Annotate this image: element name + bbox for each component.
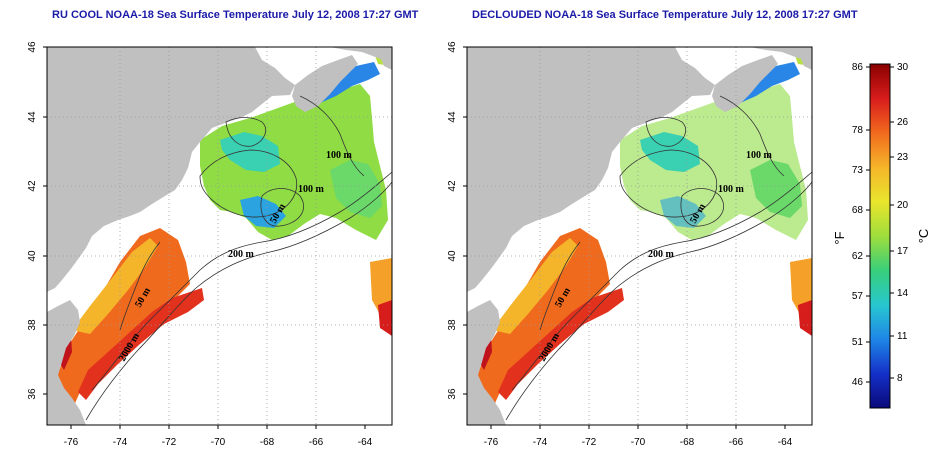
longitude-tick-label: -74 bbox=[113, 437, 128, 448]
contour-depth-label: 200 m bbox=[648, 249, 675, 260]
right-panel-title: DECLOUDED NOAA-18 Sea Surface Temperatur… bbox=[472, 9, 858, 21]
bathymetry-contour bbox=[119, 241, 161, 331]
sst-data-patch bbox=[498, 288, 624, 400]
celsius-tick-label: 26 bbox=[897, 117, 909, 128]
map-frame bbox=[466, 46, 813, 426]
sst-data-patch bbox=[240, 196, 286, 228]
longitude-tick-label: -66 bbox=[729, 437, 744, 448]
sst-data-patch bbox=[750, 160, 802, 218]
land-area bbox=[378, 50, 392, 70]
latitude-tick-label: 40 bbox=[27, 250, 38, 262]
sst-data-patch bbox=[640, 132, 700, 172]
bathymetry-contour bbox=[539, 241, 581, 331]
fahrenheit-tick-label: 51 bbox=[852, 337, 864, 348]
latitude-tick-label: 38 bbox=[27, 319, 38, 331]
celsius-tick-label: 23 bbox=[897, 152, 909, 163]
latitude-tick-label: 36 bbox=[447, 388, 458, 400]
fahrenheit-tick-label: 73 bbox=[852, 165, 864, 176]
celsius-tick-label: 30 bbox=[897, 62, 909, 73]
celsius-tick-label: 11 bbox=[897, 331, 908, 342]
longitude-tick-label: -72 bbox=[162, 437, 177, 448]
latitude-tick-label: 42 bbox=[447, 180, 458, 192]
sst-data-patch bbox=[378, 300, 392, 336]
land-area bbox=[47, 300, 86, 425]
land-area bbox=[47, 47, 295, 292]
longitude-tick-label: -66 bbox=[309, 437, 324, 448]
latitude-tick-label: 38 bbox=[447, 319, 458, 331]
longitude-tick-label: -64 bbox=[358, 437, 373, 448]
land-area bbox=[330, 47, 392, 62]
contour-depth-label: 100 m bbox=[746, 150, 773, 161]
map-frame bbox=[46, 46, 393, 426]
celsius-tick-label: 14 bbox=[897, 288, 909, 299]
longitude-tick-label: -76 bbox=[484, 437, 499, 448]
contour-depth-label: 100 m bbox=[326, 150, 353, 161]
bathymetry-contour bbox=[260, 188, 305, 227]
sst-data-patch bbox=[492, 238, 578, 334]
bathymetry-contour bbox=[225, 117, 266, 147]
longitude-tick-label: -68 bbox=[680, 437, 695, 448]
bathymetry-contour bbox=[199, 149, 298, 218]
longitude-tick-label: -72 bbox=[582, 437, 597, 448]
bathymetry-contour bbox=[680, 188, 725, 227]
fahrenheit-tick-label: 68 bbox=[852, 205, 864, 216]
latitude-tick-label: 44 bbox=[27, 111, 38, 123]
bathymetry-contour bbox=[299, 95, 365, 177]
celsius-label: °C bbox=[916, 229, 931, 244]
land-area bbox=[750, 47, 812, 62]
fahrenheit-tick-label: 86 bbox=[852, 62, 864, 73]
latitude-tick-label: 42 bbox=[27, 180, 38, 192]
colorbar-gradient bbox=[869, 63, 891, 409]
longitude-tick-label: -76 bbox=[64, 437, 79, 448]
latitude-tick-label: 36 bbox=[27, 388, 38, 400]
bathymetry-contour bbox=[511, 171, 812, 391]
longitude-tick-label: -64 bbox=[778, 437, 793, 448]
bathymetry-contour bbox=[91, 171, 392, 391]
latitude-tick-label: 40 bbox=[447, 250, 458, 262]
fahrenheit-tick-label: 62 bbox=[852, 251, 864, 262]
sst-data-patch bbox=[330, 160, 382, 218]
sst-data-patch bbox=[72, 238, 158, 334]
fahrenheit-tick-label: 46 bbox=[852, 377, 864, 388]
bathymetry-contour bbox=[619, 149, 718, 218]
left-panel-title: RU COOL NOAA-18 Sea Surface Temperature … bbox=[52, 9, 419, 21]
latitude-tick-label: 44 bbox=[447, 111, 458, 123]
celsius-tick-label: 8 bbox=[897, 373, 903, 384]
land-area bbox=[292, 55, 358, 112]
bathymetry-contour bbox=[505, 181, 812, 421]
bathymetry-contour bbox=[85, 181, 392, 421]
sst-data-patch bbox=[78, 288, 204, 400]
contour-depth-label: 200 m bbox=[228, 249, 255, 260]
land-area bbox=[712, 55, 778, 112]
latitude-tick-label: 46 bbox=[447, 41, 458, 53]
land-area bbox=[798, 50, 812, 70]
longitude-tick-label: -68 bbox=[260, 437, 275, 448]
sst-data-patch bbox=[660, 196, 706, 228]
longitude-tick-label: -74 bbox=[533, 437, 548, 448]
latitude-tick-label: 46 bbox=[27, 41, 38, 53]
longitude-tick-label: -70 bbox=[631, 437, 646, 448]
fahrenheit-label: °F bbox=[832, 231, 847, 244]
land-area bbox=[467, 47, 715, 292]
bathymetry-contour bbox=[719, 95, 785, 177]
longitude-tick-label: -70 bbox=[211, 437, 226, 448]
contour-depth-label: 100 m bbox=[298, 184, 325, 195]
contour-depth-label: 100 m bbox=[718, 184, 745, 195]
fahrenheit-tick-label: 78 bbox=[852, 125, 864, 136]
temperature-colorbar: °F °C 86 78 73 68 62 57 51 46 30 26 23 20 17 14 11 8 bbox=[832, 62, 931, 409]
celsius-tick-label: 20 bbox=[897, 200, 909, 211]
bathymetry-contour bbox=[645, 117, 686, 147]
land-area bbox=[467, 300, 506, 425]
sst-data-patch bbox=[220, 132, 280, 172]
sst-data-patch bbox=[798, 300, 812, 336]
celsius-tick-label: 17 bbox=[897, 246, 909, 257]
fahrenheit-tick-label: 57 bbox=[852, 291, 864, 302]
